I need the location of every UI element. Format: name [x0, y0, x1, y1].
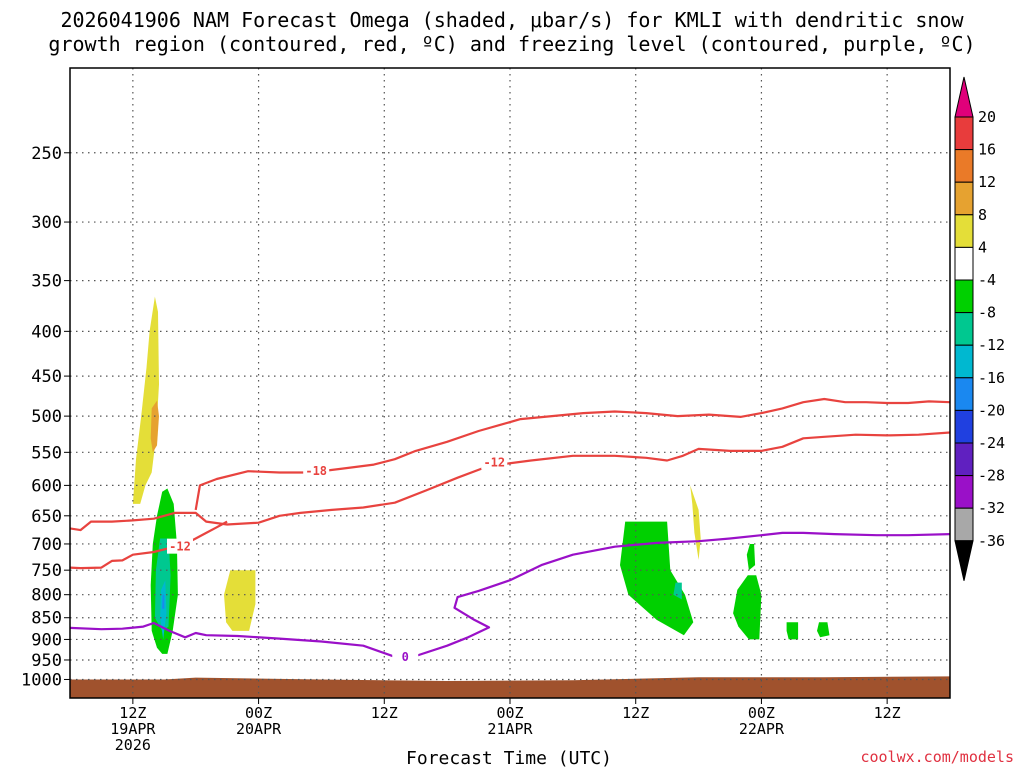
omega-region-13 [786, 622, 799, 640]
colorbar-tick-label-12: -28 [978, 467, 1005, 485]
colorbar-tick-label-7: -8 [978, 304, 996, 322]
omega-region-7 [224, 570, 256, 631]
x-tick-label-42-1: 00Z [496, 704, 523, 722]
x-tick-label-42-2: 21APR [487, 720, 533, 738]
colorbar-bin-2 [954, 149, 974, 183]
chart-title-line-2: growth region (contoured, red, ºC) and f… [48, 32, 975, 56]
x-axis-title: Forecast Time (UTC) [406, 748, 612, 768]
y-tick-label-450: 450 [31, 367, 62, 387]
y-tick-label-950: 950 [31, 651, 62, 671]
contour-line-1 [194, 397, 950, 511]
colorbar-tick-label-9: -16 [978, 369, 1005, 387]
y-tick-label-800: 800 [31, 586, 62, 606]
contour-line-2 [70, 431, 950, 532]
colorbar-bin-8 [954, 344, 974, 379]
contour-label-bg-3 [167, 538, 193, 554]
x-tick-label-18-1: 00Z [245, 704, 272, 722]
colorbar-tick-label-5: 4 [978, 238, 987, 256]
omega-colorbar: 20 16 12 8 4 -4 -8 -12 -16 -20 -24 -28 -32 -36 [954, 76, 1005, 581]
x-tick-label-78-1: 12Z [874, 704, 901, 722]
contour-line-4 [70, 531, 950, 658]
omega-region-10 [690, 485, 701, 560]
colorbar-tick-label-8: -12 [978, 336, 1005, 354]
omega-region-9 [673, 582, 682, 600]
y-tick-label-700: 700 [31, 535, 62, 555]
colorbar-tick-label-4: 8 [978, 206, 987, 224]
contour-label-1: -18 [305, 464, 327, 478]
y-tick-label-850: 850 [31, 609, 62, 629]
colorbar-bin-11 [954, 442, 974, 477]
colorbar-bin-4 [954, 214, 974, 248]
x-tick-label-6-1: 12Z [119, 704, 146, 722]
omega-region-6 [162, 594, 165, 609]
omega-region-12 [746, 544, 756, 571]
y-tick-label-750: 750 [31, 561, 62, 581]
colorbar-tick-label-14: -36 [978, 532, 1005, 550]
contour-label-bg-4 [392, 648, 419, 664]
colorbar-tick-label-11: -24 [978, 434, 1005, 452]
y-tick-label-400: 400 [31, 322, 62, 342]
colorbar-bin-6 [954, 279, 974, 314]
contour-label-bg-2 [481, 454, 508, 470]
y-tick-label-900: 900 [31, 630, 62, 650]
colorbar-tick-label-3: 12 [978, 173, 996, 191]
y-tick-label-250: 250 [31, 144, 62, 164]
chart-title: 2026041906 NAM Forecast Omega (shaded, μ… [48, 8, 975, 56]
x-tick-label-6-3: 2026 [115, 736, 151, 754]
omega-region-4 [154, 538, 171, 631]
colorbar-tick-label-10: -20 [978, 401, 1005, 419]
credit-text: coolwx.com/models [860, 748, 1014, 766]
omega-region-2 [150, 400, 159, 453]
plot-area: -18 -12 -12 0 250 300 350 400 450 500 550 600 650 700… [21, 67, 951, 754]
omega-region-5 [160, 580, 167, 640]
colorbar-bin-12 [954, 475, 974, 509]
y-tick-label-350: 350 [31, 272, 62, 292]
y-tick-label-500: 500 [31, 407, 62, 427]
omega-region-1 [132, 296, 159, 504]
contour-label-bg-1 [303, 463, 330, 479]
contour-label-4: 0 [402, 650, 409, 664]
colorbar-tick-label-1: 20 [978, 108, 996, 126]
x-tick-label-66-2: 22APR [739, 720, 785, 738]
colorbar-bin-5 [954, 246, 974, 281]
colorbar-tick-label-2: 16 [978, 141, 996, 159]
colorbar-bin-13 [954, 507, 974, 542]
x-tick-label-6-2: 19APR [110, 720, 156, 738]
omega-region-8 [620, 521, 694, 636]
colorbar-bin-3 [954, 181, 974, 216]
y-tick-label-550: 550 [31, 443, 62, 463]
y-tick-label-300: 300 [31, 213, 62, 233]
omega-region-11 [733, 575, 762, 640]
colorbar-tick-label-13: -32 [978, 499, 1005, 517]
contour-label-3: -12 [169, 540, 191, 554]
x-tick-label-18-2: 20APR [236, 720, 282, 738]
colorbar-tick-label-6: -4 [978, 271, 996, 289]
x-tick-label-66-1: 00Z [748, 704, 775, 722]
x-tick-label-30-1: 12Z [371, 704, 398, 722]
contour-label-2: -12 [483, 456, 505, 470]
colorbar-bin-9 [954, 377, 974, 411]
y-tick-label-600: 600 [31, 476, 62, 496]
y-tick-label-650: 650 [31, 507, 62, 527]
y-tick-label-1000: 1000 [21, 670, 62, 690]
colorbar-bottom-arrow [954, 540, 974, 581]
plot-inner: -18 -12 -12 0 [70, 68, 950, 698]
colorbar-bin-7 [954, 312, 974, 346]
colorbar-bin-10 [954, 409, 974, 444]
contour-line-3 [70, 520, 228, 570]
omega-region-14 [817, 622, 830, 638]
colorbar-bin-1 [954, 116, 974, 151]
chart-title-line-1: 2026041906 NAM Forecast Omega (shaded, μ… [60, 8, 964, 32]
x-tick-label-54-1: 12Z [622, 704, 649, 722]
colorbar-top-arrow [954, 76, 974, 118]
